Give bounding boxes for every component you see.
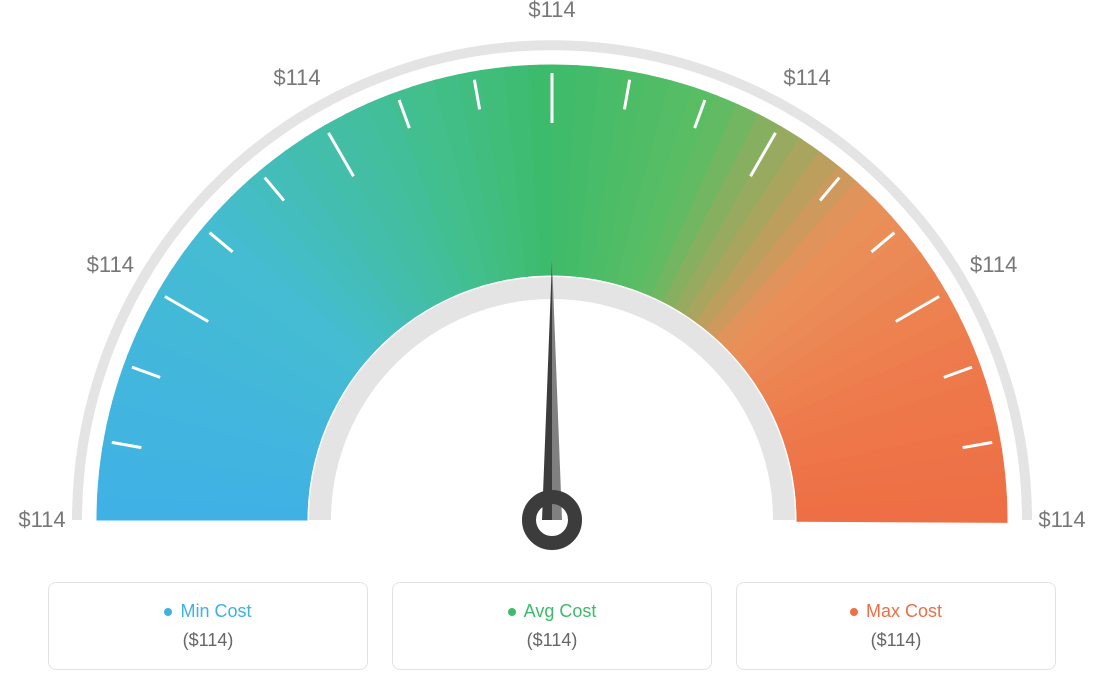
gauge-tick-label: $114 (1038, 507, 1085, 533)
legend-title-avg: Avg Cost (508, 601, 597, 622)
legend-value-max: ($114) (757, 630, 1035, 651)
gauge-area: $114 $114 $114 $114 $114 $114 $114 (0, 0, 1104, 560)
legend-value-min: ($114) (69, 630, 347, 651)
gauge-tick-label: $114 (87, 252, 134, 278)
gauge-tick-label: $114 (783, 65, 830, 91)
legend-card-avg: Avg Cost ($114) (392, 582, 712, 670)
legend-title-min: Min Cost (164, 601, 251, 622)
legend-title-max: Max Cost (850, 601, 942, 622)
gauge-tick-label: $114 (528, 0, 575, 23)
gauge-tick-label: $114 (273, 65, 320, 91)
legend-value-avg: ($114) (413, 630, 691, 651)
legend-card-min: Min Cost ($114) (48, 582, 368, 670)
legend-area: Min Cost ($114) Avg Cost ($114) Max Cost… (0, 582, 1104, 670)
cost-gauge-container: $114 $114 $114 $114 $114 $114 $114 Min Cost ($… (0, 0, 1104, 690)
legend-card-max: Max Cost ($114) (736, 582, 1056, 670)
gauge-tick-label: $114 (18, 507, 65, 533)
gauge-tick-label: $114 (970, 252, 1017, 278)
gauge-svg (0, 0, 1104, 560)
